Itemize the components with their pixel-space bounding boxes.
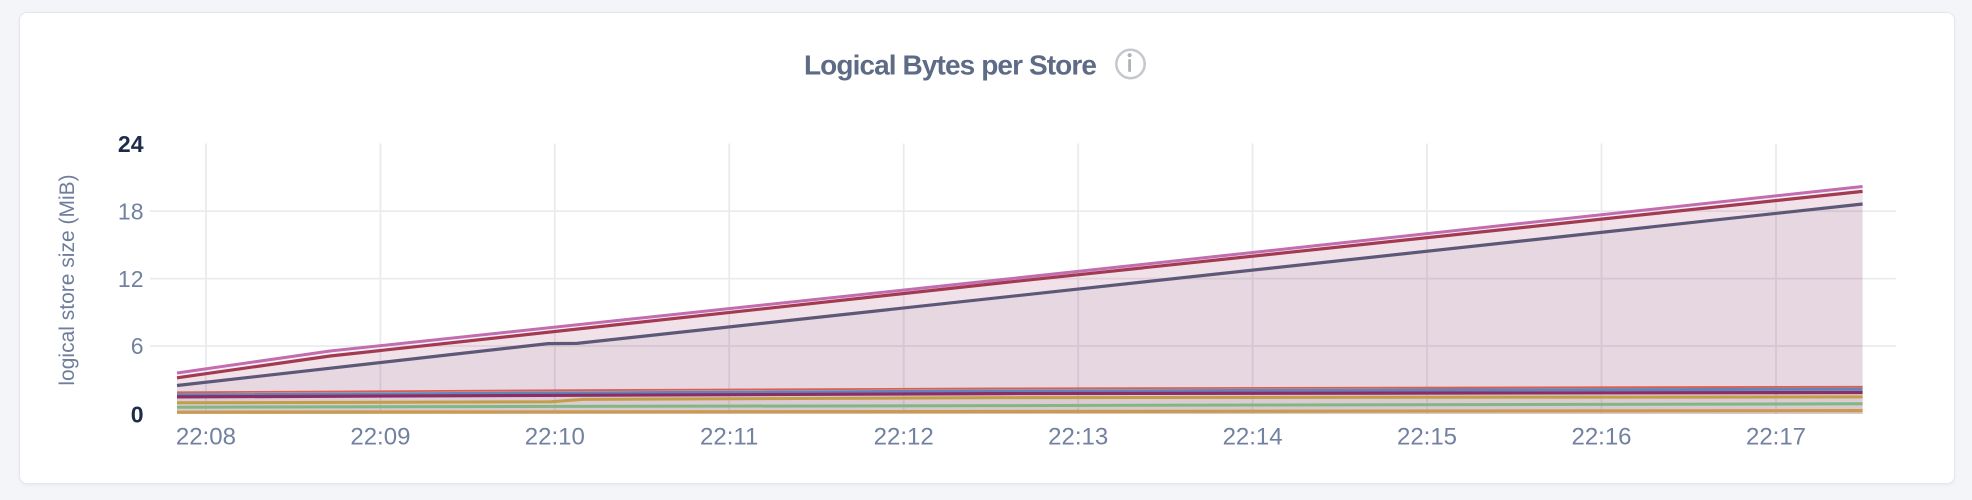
svg-text:24: 24 (118, 131, 144, 157)
svg-text:22:10: 22:10 (525, 424, 585, 451)
svg-text:22:13: 22:13 (1048, 424, 1108, 451)
svg-text:12: 12 (118, 266, 144, 292)
svg-text:22:12: 22:12 (874, 424, 934, 451)
svg-text:6: 6 (131, 333, 144, 359)
svg-text:22:14: 22:14 (1223, 424, 1283, 451)
svg-text:logical store size (MiB): logical store size (MiB) (56, 174, 79, 385)
svg-text:18: 18 (118, 198, 144, 224)
svg-text:22:09: 22:09 (350, 424, 410, 451)
svg-text:22:08: 22:08 (176, 424, 236, 451)
svg-text:Logical Bytes per Store: Logical Bytes per Store (804, 50, 1096, 81)
svg-text:0: 0 (131, 401, 144, 427)
svg-text:22:11: 22:11 (700, 424, 758, 451)
svg-text:22:15: 22:15 (1397, 424, 1457, 451)
svg-text:22:17: 22:17 (1746, 424, 1806, 451)
svg-text:22:16: 22:16 (1571, 424, 1631, 451)
